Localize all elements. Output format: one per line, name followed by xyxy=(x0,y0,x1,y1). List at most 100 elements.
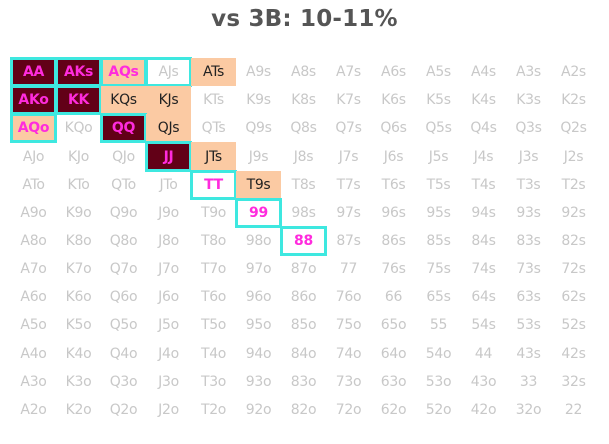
hand-cell-J5o: J5o xyxy=(146,311,191,339)
hand-cell-QQ: QQ xyxy=(101,114,146,142)
hand-cell-77: 77 xyxy=(326,255,371,283)
hand-cell-T9s: T9s xyxy=(236,171,281,199)
hand-cell-AQo: AQo xyxy=(11,114,56,142)
hand-cell-93s: 93s xyxy=(506,199,551,227)
hand-cell-A5o: A5o xyxy=(11,311,56,339)
hand-cell-76s: 76s xyxy=(371,255,416,283)
hand-cell-72o: 72o xyxy=(326,396,371,424)
hand-cell-64s: 64s xyxy=(461,283,506,311)
hand-cell-ATs: ATs xyxy=(191,58,236,86)
hand-cell-65s: 65s xyxy=(416,283,461,311)
hand-cell-T8s: T8s xyxy=(281,171,326,199)
hand-cell-75s: 75s xyxy=(416,255,461,283)
hand-cell-K5o: K5o xyxy=(56,311,101,339)
hand-cell-Q3o: Q3o xyxy=(101,368,146,396)
hand-cell-64o: 64o xyxy=(371,340,416,368)
hand-cell-AQs: AQs xyxy=(101,58,146,86)
hand-cell-J8o: J8o xyxy=(146,227,191,255)
hand-cell-T6s: T6s xyxy=(371,171,416,199)
hand-cell-QTo: QTo xyxy=(101,171,146,199)
hand-cell-KK: KK xyxy=(56,86,101,114)
hand-cell-J4o: J4o xyxy=(146,340,191,368)
hand-cell-T9o: T9o xyxy=(191,199,236,227)
hand-cell-A2o: A2o xyxy=(11,396,56,424)
hand-cell-J3o: J3o xyxy=(146,368,191,396)
hand-cell-KQo: KQo xyxy=(56,114,101,142)
hand-cell-Q8o: Q8o xyxy=(101,227,146,255)
hand-cell-73o: 73o xyxy=(326,368,371,396)
hand-cell-JTs: JTs xyxy=(191,142,236,170)
hand-cell-93o: 93o xyxy=(236,368,281,396)
hand-cell-62o: 62o xyxy=(371,396,416,424)
hand-cell-J7o: J7o xyxy=(146,255,191,283)
hand-cell-K4o: K4o xyxy=(56,340,101,368)
hand-cell-96s: 96s xyxy=(371,199,416,227)
hand-cell-74s: 74s xyxy=(461,255,506,283)
hand-cell-A4s: A4s xyxy=(461,58,506,86)
hand-cell-98s: 98s xyxy=(281,199,326,227)
hand-cell-92o: 92o xyxy=(236,396,281,424)
hand-cell-QJs: QJs xyxy=(146,114,191,142)
chart-title: vs 3B: 10-11% xyxy=(0,6,609,32)
hand-cell-Q4s: Q4s xyxy=(461,114,506,142)
hand-cell-T7s: T7s xyxy=(326,171,371,199)
hand-cell-98o: 98o xyxy=(236,227,281,255)
hand-cell-82s: 82s xyxy=(551,227,596,255)
hand-cell-KTo: KTo xyxy=(56,171,101,199)
hand-cell-A2s: A2s xyxy=(551,58,596,86)
hand-cell-J2o: J2o xyxy=(146,396,191,424)
hand-cell-84s: 84s xyxy=(461,227,506,255)
hand-cell-A4o: A4o xyxy=(11,340,56,368)
hand-cell-A7o: A7o xyxy=(11,255,56,283)
hand-cell-Q7s: Q7s xyxy=(326,114,371,142)
hand-cell-ATo: ATo xyxy=(11,171,56,199)
hand-cell-92s: 92s xyxy=(551,199,596,227)
hand-cell-J6s: J6s xyxy=(371,142,416,170)
hand-cell-55: 55 xyxy=(416,311,461,339)
hand-cell-T2o: T2o xyxy=(191,396,236,424)
hand-cell-86s: 86s xyxy=(371,227,416,255)
hand-cell-T8o: T8o xyxy=(191,227,236,255)
hand-cell-Q4o: Q4o xyxy=(101,340,146,368)
hand-cell-Q5s: Q5s xyxy=(416,114,461,142)
hand-cell-32o: 32o xyxy=(506,396,551,424)
hand-cell-22: 22 xyxy=(551,396,596,424)
hand-cell-52o: 52o xyxy=(416,396,461,424)
hand-cell-96o: 96o xyxy=(236,283,281,311)
hand-cell-85o: 85o xyxy=(281,311,326,339)
hand-cell-65o: 65o xyxy=(371,311,416,339)
hand-cell-75o: 75o xyxy=(326,311,371,339)
hand-cell-84o: 84o xyxy=(281,340,326,368)
hand-cell-94o: 94o xyxy=(236,340,281,368)
hand-cell-AA: AA xyxy=(11,58,56,86)
hand-cell-K5s: K5s xyxy=(416,86,461,114)
hand-cell-82o: 82o xyxy=(281,396,326,424)
hand-cell-KJo: KJo xyxy=(56,142,101,170)
hand-cell-J8s: J8s xyxy=(281,142,326,170)
hand-cell-Q8s: Q8s xyxy=(281,114,326,142)
hand-cell-83o: 83o xyxy=(281,368,326,396)
hand-cell-K8s: K8s xyxy=(281,86,326,114)
hand-cell-K6o: K6o xyxy=(56,283,101,311)
hand-cell-K8o: K8o xyxy=(56,227,101,255)
hand-cell-73s: 73s xyxy=(506,255,551,283)
hand-cell-T6o: T6o xyxy=(191,283,236,311)
hand-cell-32s: 32s xyxy=(551,368,596,396)
hand-cell-AJo: AJo xyxy=(11,142,56,170)
hand-cell-94s: 94s xyxy=(461,199,506,227)
hand-cell-K9o: K9o xyxy=(56,199,101,227)
hand-cell-83s: 83s xyxy=(506,227,551,255)
hand-cell-54s: 54s xyxy=(461,311,506,339)
hand-cell-T3s: T3s xyxy=(506,171,551,199)
hand-cell-K7s: K7s xyxy=(326,86,371,114)
hand-cell-62s: 62s xyxy=(551,283,596,311)
hand-cell-K2o: K2o xyxy=(56,396,101,424)
hand-cell-95o: 95o xyxy=(236,311,281,339)
hand-cell-J9o: J9o xyxy=(146,199,191,227)
hand-cell-72s: 72s xyxy=(551,255,596,283)
hand-cell-74o: 74o xyxy=(326,340,371,368)
hand-cell-K6s: K6s xyxy=(371,86,416,114)
hand-cell-A6s: A6s xyxy=(371,58,416,86)
hand-cell-43s: 43s xyxy=(506,340,551,368)
hand-cell-A8o: A8o xyxy=(11,227,56,255)
